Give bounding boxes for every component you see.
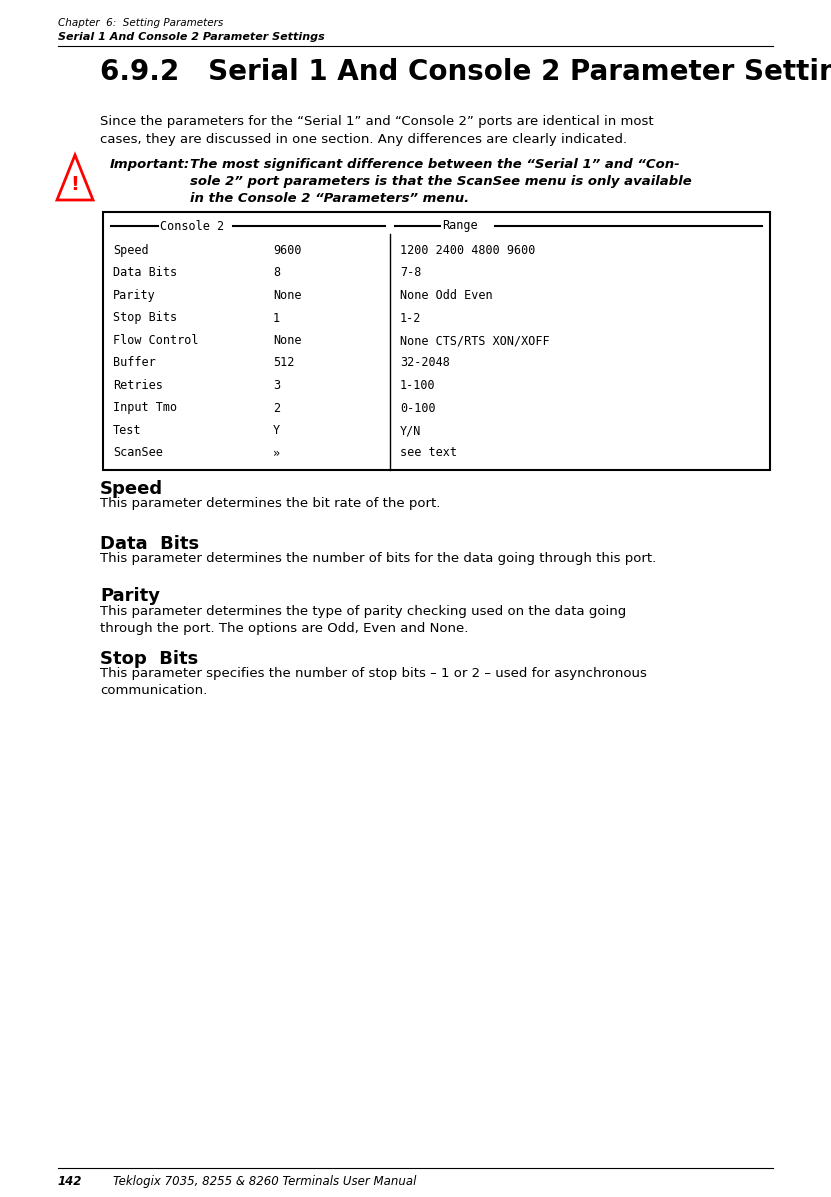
- Text: Retries: Retries: [113, 379, 163, 391]
- Text: Y: Y: [273, 424, 280, 437]
- Text: see text: see text: [400, 446, 457, 460]
- Text: 142: 142: [58, 1175, 82, 1187]
- Text: This parameter determines the bit rate of the port.: This parameter determines the bit rate o…: [100, 497, 440, 510]
- Text: Buffer: Buffer: [113, 357, 155, 370]
- Text: None CTS/RTS XON/XOFF: None CTS/RTS XON/XOFF: [400, 334, 549, 347]
- Text: Speed: Speed: [113, 244, 149, 257]
- Text: 2: 2: [273, 401, 280, 414]
- Text: Y/N: Y/N: [400, 424, 421, 437]
- Text: The most significant difference between the “Serial 1” and “Con-: The most significant difference between …: [190, 158, 680, 171]
- Text: sole 2” port parameters is that the ScanSee menu is only available: sole 2” port parameters is that the Scan…: [190, 175, 691, 188]
- Text: 3: 3: [273, 379, 280, 391]
- FancyBboxPatch shape: [103, 212, 770, 470]
- Text: This parameter specifies the number of stop bits – 1 or 2 – used for asynchronou: This parameter specifies the number of s…: [100, 667, 647, 680]
- Text: Stop  Bits: Stop Bits: [100, 650, 199, 668]
- Polygon shape: [57, 154, 93, 200]
- Text: 1200 2400 4800 9600: 1200 2400 4800 9600: [400, 244, 535, 257]
- Text: None: None: [273, 334, 302, 347]
- Text: Range: Range: [442, 219, 478, 232]
- Text: Test: Test: [113, 424, 141, 437]
- Text: Stop Bits: Stop Bits: [113, 311, 177, 324]
- Text: 1-2: 1-2: [400, 311, 421, 324]
- Text: Console 2: Console 2: [160, 219, 224, 232]
- Text: cases, they are discussed in one section. Any differences are clearly indicated.: cases, they are discussed in one section…: [100, 133, 627, 146]
- Text: 9600: 9600: [273, 244, 302, 257]
- Text: Teklogix 7035, 8255 & 8260 Terminals User Manual: Teklogix 7035, 8255 & 8260 Terminals Use…: [113, 1175, 416, 1187]
- Text: 8: 8: [273, 267, 280, 280]
- Text: 1: 1: [273, 311, 280, 324]
- Text: Important:: Important:: [110, 158, 190, 171]
- Text: !: !: [71, 176, 80, 194]
- Text: This parameter determines the number of bits for the data going through this por: This parameter determines the number of …: [100, 552, 656, 565]
- Text: Serial 1 And Console 2 Parameter Settings: Serial 1 And Console 2 Parameter Setting…: [58, 32, 325, 42]
- Text: 32-2048: 32-2048: [400, 357, 450, 370]
- Text: Chapter  6:  Setting Parameters: Chapter 6: Setting Parameters: [58, 18, 224, 28]
- Text: Data Bits: Data Bits: [113, 267, 177, 280]
- Text: communication.: communication.: [100, 683, 207, 697]
- Text: ScanSee: ScanSee: [113, 446, 163, 460]
- Text: 512: 512: [273, 357, 294, 370]
- Text: None Odd Even: None Odd Even: [400, 288, 493, 302]
- Text: Parity: Parity: [100, 587, 160, 604]
- Text: 6.9.2   Serial 1 And Console 2 Parameter Settings: 6.9.2 Serial 1 And Console 2 Parameter S…: [100, 57, 831, 86]
- Text: in the Console 2 “Parameters” menu.: in the Console 2 “Parameters” menu.: [190, 192, 470, 205]
- Text: Parity: Parity: [113, 288, 155, 302]
- Text: Speed: Speed: [100, 480, 163, 498]
- Text: Since the parameters for the “Serial 1” and “Console 2” ports are identical in m: Since the parameters for the “Serial 1” …: [100, 115, 654, 128]
- Text: None: None: [273, 288, 302, 302]
- Text: 7-8: 7-8: [400, 267, 421, 280]
- Text: Data  Bits: Data Bits: [100, 535, 199, 553]
- Text: 1-100: 1-100: [400, 379, 435, 391]
- Text: 0-100: 0-100: [400, 401, 435, 414]
- Text: This parameter determines the type of parity checking used on the data going: This parameter determines the type of pa…: [100, 604, 627, 618]
- Text: Flow Control: Flow Control: [113, 334, 199, 347]
- Text: through the port. The options are Odd, Even and None.: through the port. The options are Odd, E…: [100, 622, 469, 634]
- Text: Input Tmo: Input Tmo: [113, 401, 177, 414]
- Text: »: »: [273, 446, 280, 460]
